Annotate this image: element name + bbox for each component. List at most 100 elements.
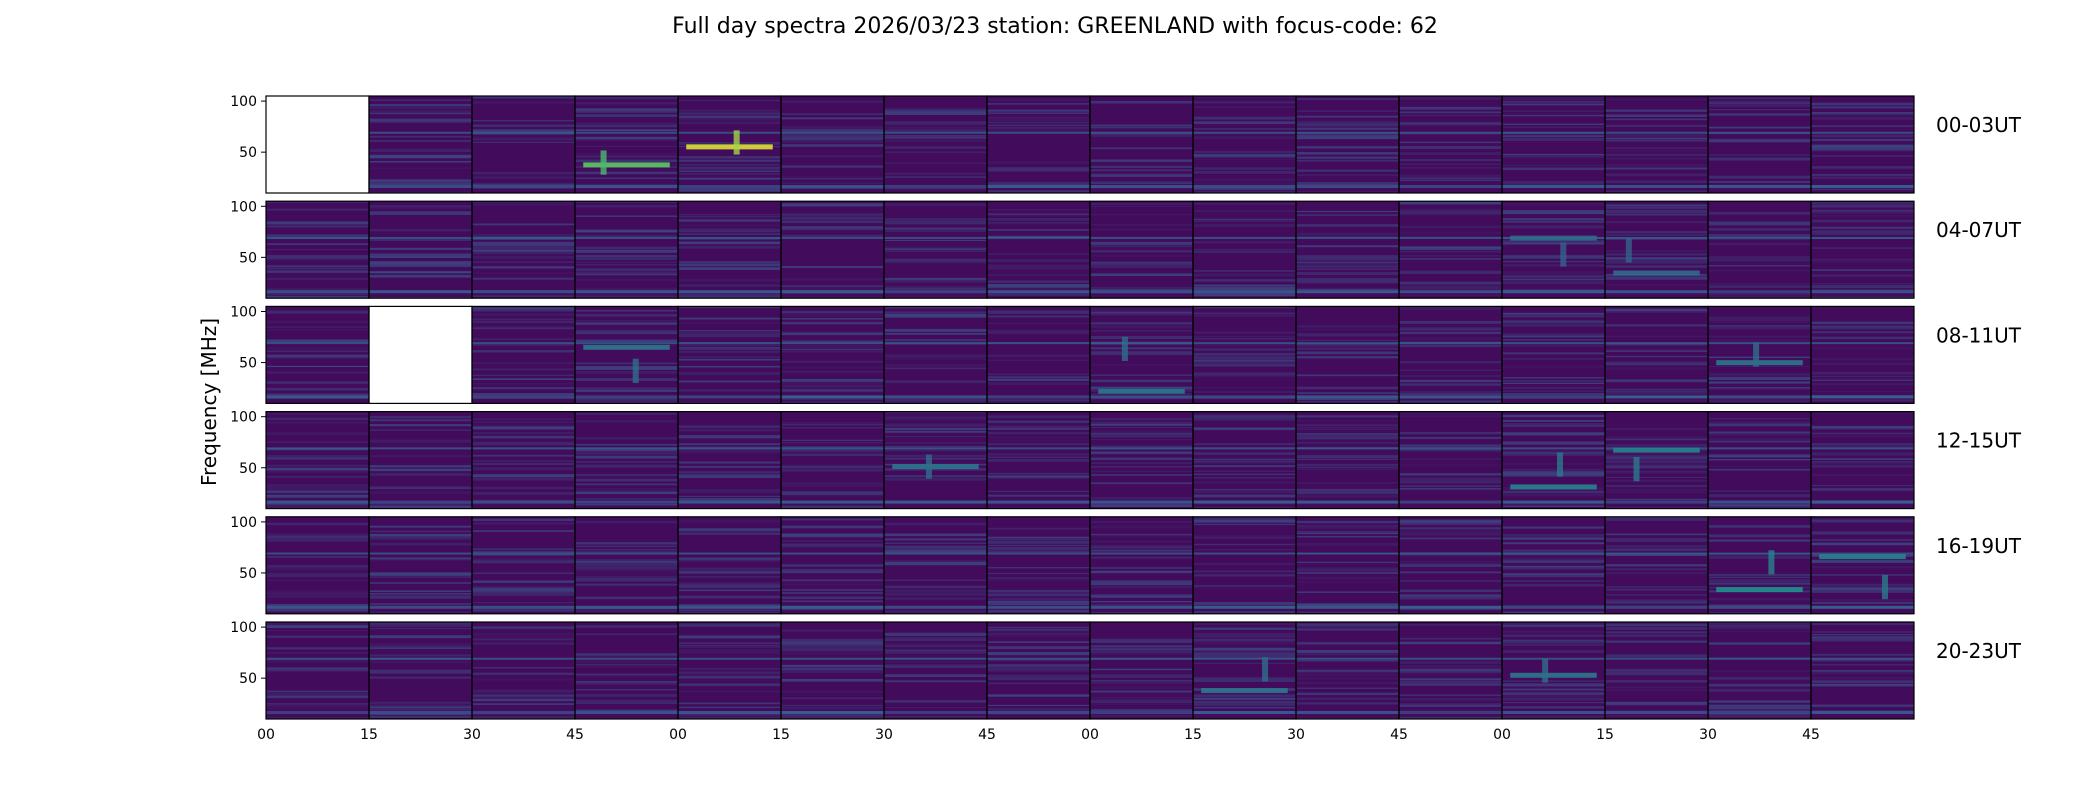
spectrogram-panel: [1811, 201, 1914, 299]
spectral-band: [1090, 445, 1193, 448]
spectral-band: [1399, 123, 1502, 126]
spectral-band: [987, 646, 1090, 650]
spectral-band: [987, 711, 1090, 714]
spectral-band: [1090, 546, 1193, 548]
spectral-band: [1605, 654, 1708, 658]
spectral-band: [987, 311, 1090, 315]
spectral-band: [369, 271, 472, 274]
spectral-band: [575, 108, 678, 112]
spectral-band: [987, 540, 1090, 544]
spectral-band: [1296, 567, 1399, 570]
spectral-band: [1708, 223, 1811, 226]
spectral-band: [987, 602, 1090, 606]
spectral-band: [472, 96, 575, 99]
spectral-band: [1296, 426, 1399, 429]
spectral-band: [1811, 623, 1914, 625]
spectral-band: [781, 366, 884, 369]
spectral-band: [266, 470, 369, 473]
spectral-band: [987, 500, 1090, 504]
spectral-band: [1605, 711, 1708, 714]
spectral-band: [472, 308, 575, 312]
spectral-band: [1090, 342, 1193, 345]
spectral-band: [1399, 412, 1502, 415]
spectral-band: [1193, 395, 1296, 399]
spectral-band: [781, 370, 884, 373]
spectral-band: [1399, 519, 1502, 522]
spectral-band: [266, 226, 369, 228]
spectral-band: [266, 393, 369, 396]
spectral-band: [1502, 702, 1605, 704]
spectral-band: [575, 271, 678, 275]
spectral-band: [1090, 570, 1193, 574]
spectral-band: [472, 255, 575, 259]
spectral-band: [575, 664, 678, 666]
spectrogram-panel: [1502, 201, 1605, 299]
spectral-band: [1399, 431, 1502, 435]
spectral-band: [1811, 247, 1914, 249]
spectral-band: [1090, 474, 1193, 477]
spectral-band: [1193, 443, 1296, 445]
spectral-band: [1605, 335, 1708, 337]
spectral-band: [1193, 210, 1296, 212]
spectral-band: [1708, 399, 1811, 403]
spectral-band: [266, 566, 369, 569]
spectral-band: [884, 590, 987, 593]
spectral-band: [1708, 468, 1811, 471]
spectral-band: [1090, 166, 1193, 168]
spectral-band: [884, 367, 987, 370]
spectral-band: [472, 454, 575, 457]
spectral-band: [678, 645, 781, 647]
spectral-band: [1296, 692, 1399, 696]
spectral-band: [266, 539, 369, 542]
spectral-band: [781, 422, 884, 424]
spectral-band: [1605, 568, 1708, 571]
spectral-band: [1296, 395, 1399, 399]
spectral-band: [1605, 454, 1708, 457]
spectral-band: [678, 233, 781, 235]
spectral-band: [369, 656, 472, 659]
spectral-band: [1708, 440, 1811, 443]
spectral-band: [472, 711, 575, 714]
chart-title: Full day spectra 2026/03/23 station: GRE…: [672, 14, 1438, 39]
spectral-band: [987, 475, 1090, 479]
spectral-band: [575, 205, 678, 208]
spectral-band: [1811, 371, 1914, 375]
spectral-band: [987, 401, 1090, 404]
spectral-band: [678, 350, 781, 353]
spectral-band: [472, 368, 575, 371]
spectral-band: [1296, 669, 1399, 672]
spectral-band: [1605, 167, 1708, 169]
spectral-band: [1399, 258, 1502, 260]
spectral-band: [472, 551, 575, 554]
emission-feature: [925, 454, 932, 479]
spectral-band: [987, 273, 1090, 276]
spectral-band: [1399, 232, 1502, 234]
spectral-band: [1708, 494, 1811, 497]
spectral-band: [1193, 611, 1296, 613]
spectral-band: [1811, 175, 1914, 179]
spectral-band: [781, 290, 884, 294]
spectral-band: [1090, 434, 1193, 438]
spectral-band: [781, 667, 884, 671]
spectral-band: [678, 586, 781, 588]
spectral-band: [1296, 344, 1399, 348]
spectral-band: [1811, 105, 1914, 108]
spectral-band: [1193, 96, 1296, 99]
spectral-band: [1296, 677, 1399, 680]
missing-panel: [369, 306, 472, 404]
spectral-band: [1399, 704, 1502, 707]
spectral-band: [781, 670, 884, 673]
spectral-band: [472, 183, 575, 187]
spectral-band: [1502, 324, 1605, 327]
spectral-band: [575, 365, 678, 369]
spectral-band: [678, 116, 781, 119]
panel-background: [884, 622, 987, 719]
spectral-band: [884, 652, 987, 654]
spectral-band: [884, 151, 987, 153]
spectral-band: [369, 135, 472, 138]
spectral-band: [1296, 339, 1399, 342]
spectral-band: [1605, 631, 1708, 634]
spectral-band: [1811, 574, 1914, 576]
spectral-band: [472, 678, 575, 681]
spectral-band: [369, 118, 472, 120]
